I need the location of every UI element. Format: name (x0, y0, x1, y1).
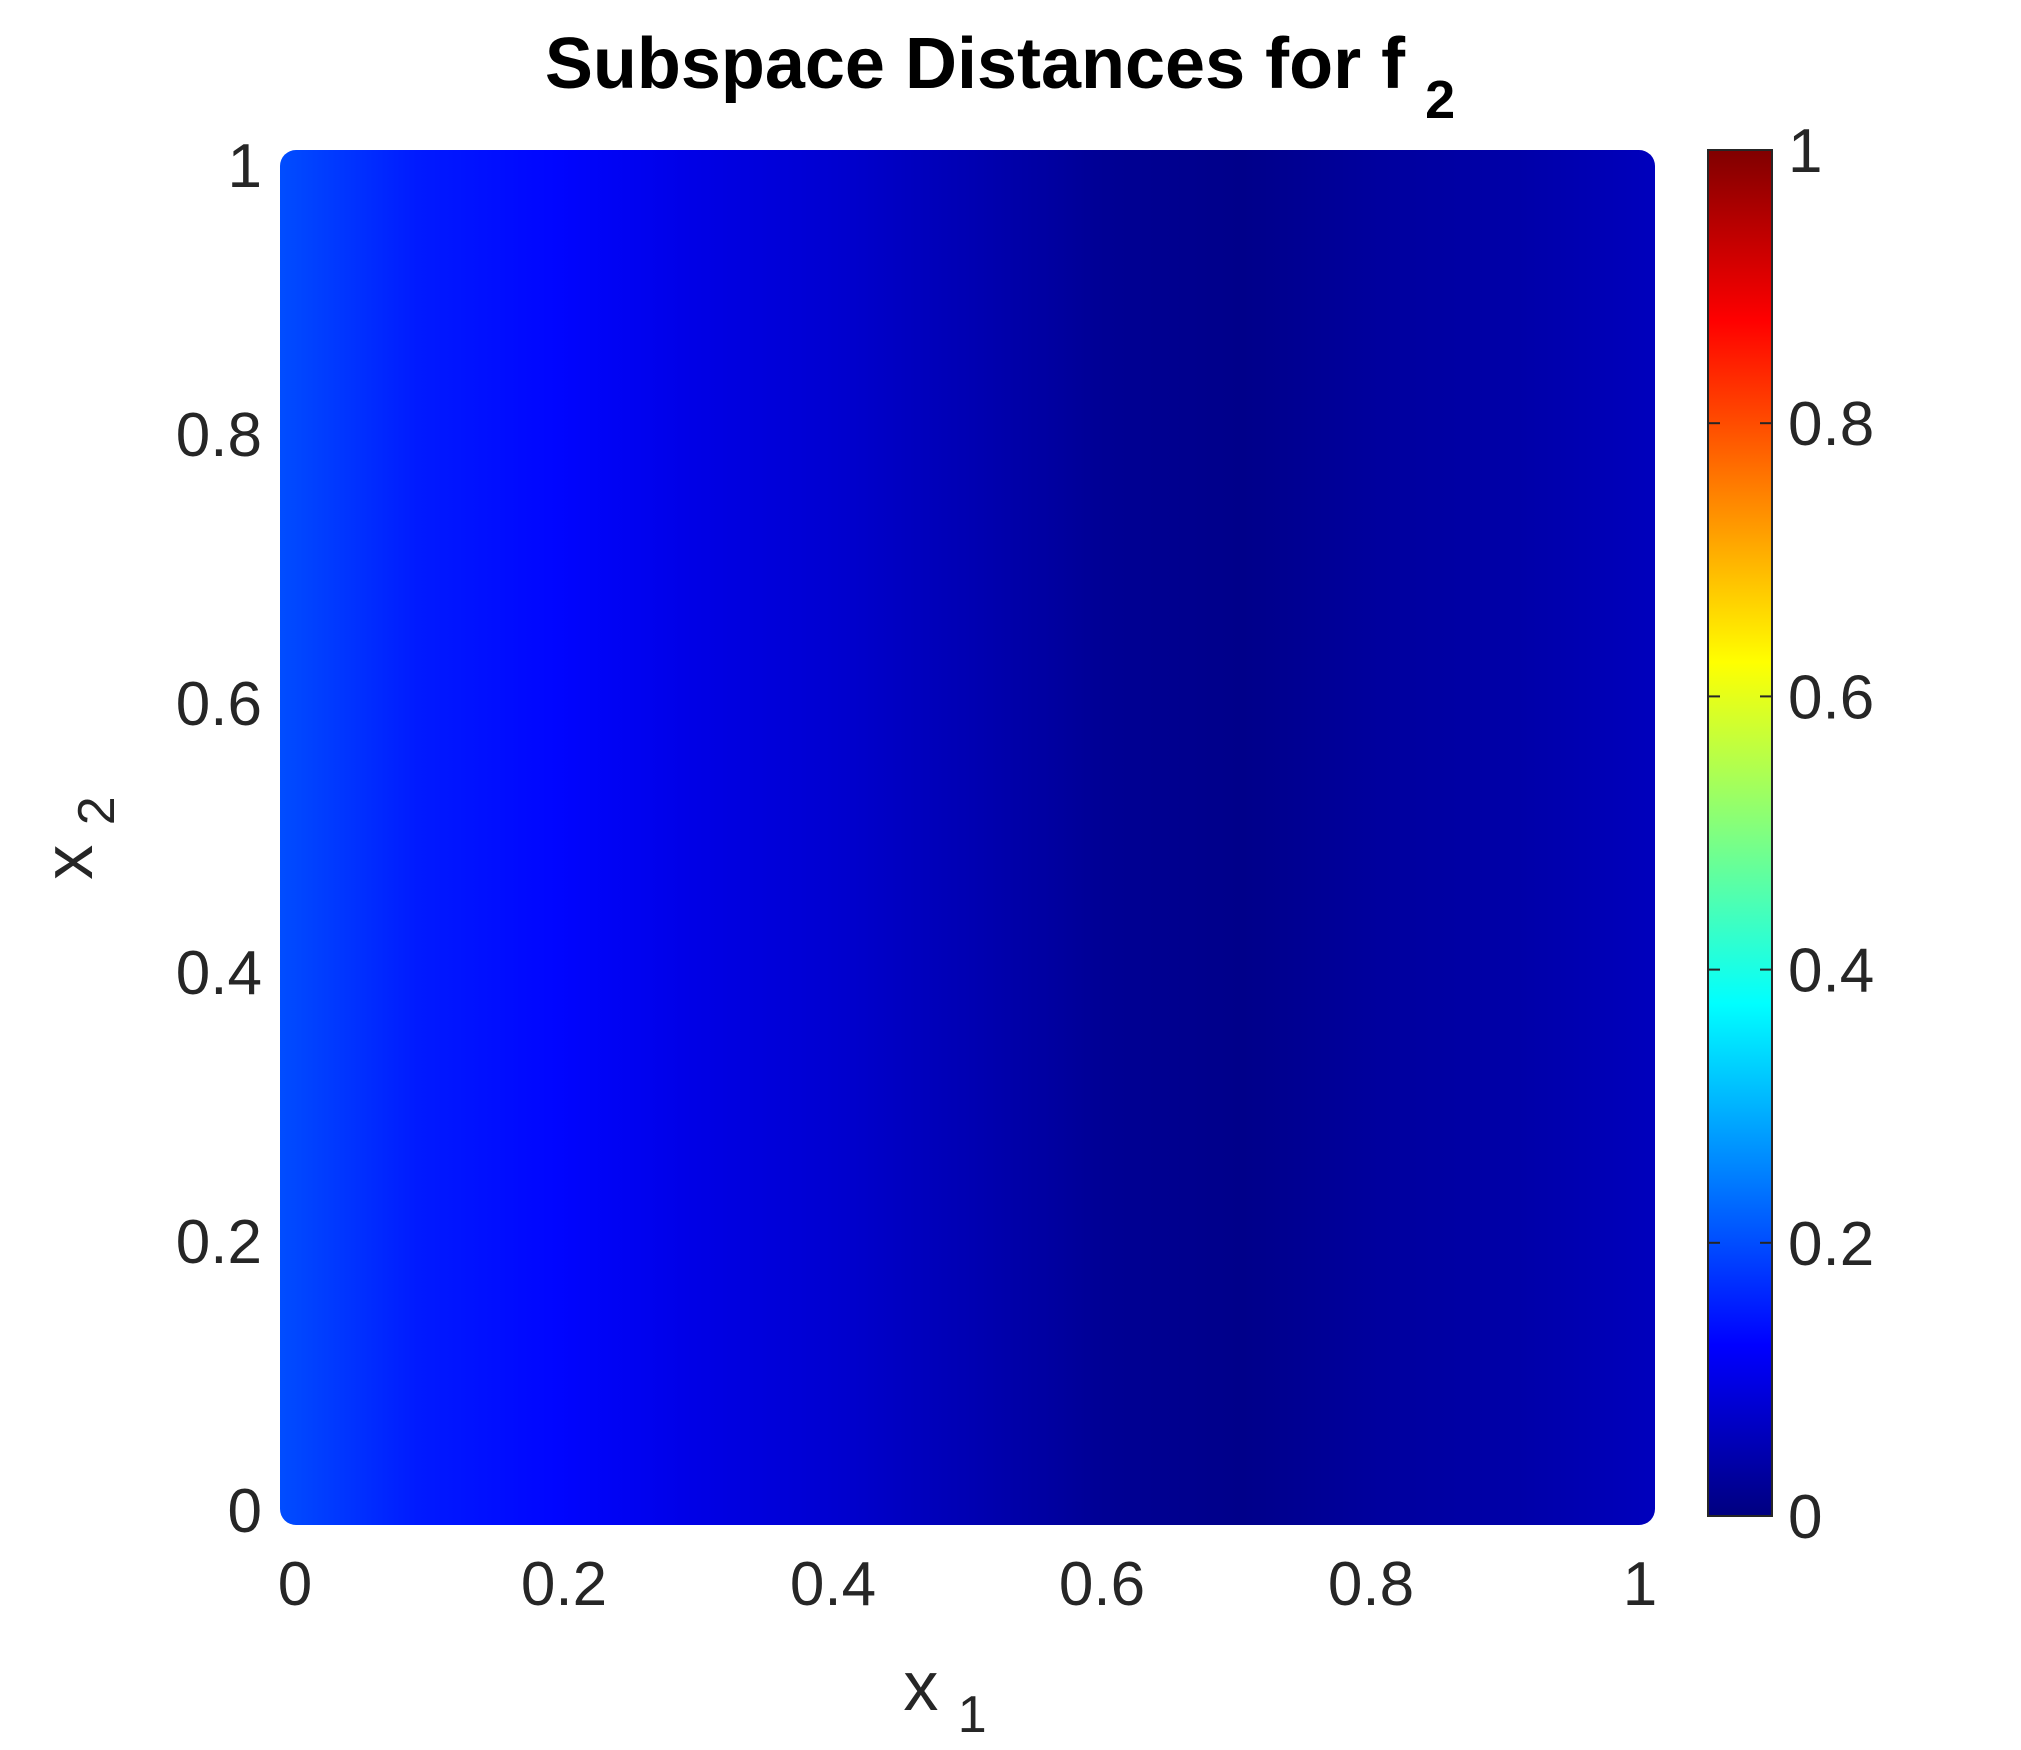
x-tick-label: 0.6 (1059, 1550, 1145, 1619)
chart-title-subscript: 2 (1425, 70, 1455, 130)
y-axis-label-text: x (29, 845, 107, 880)
x-tick-label: 0 (278, 1550, 312, 1619)
colorbar-tick-label: 0 (1788, 1483, 1822, 1552)
y-tick-label: 0.6 (176, 670, 262, 739)
heatmap-surface (280, 150, 1655, 1525)
chart-title: Subspace Distances for f 2 (545, 24, 1455, 130)
y-axis-ticks: 0 0.2 0.4 0.6 0.8 1 (176, 132, 262, 1546)
x-axis-ticks: 0 0.2 0.4 0.6 0.8 1 (278, 1550, 1657, 1619)
y-tick-label: 0.2 (176, 1208, 262, 1277)
x-axis-label: x 1 (903, 1647, 986, 1744)
colorbar-tick-label: 0.8 (1788, 390, 1874, 459)
colorbar-tick-label: 0.6 (1788, 663, 1874, 732)
colorbar-tick-label: 1 (1788, 117, 1822, 186)
plot-area: 0 0.2 0.4 0.6 0.8 1 0 0.2 0.4 0.6 0.8 1 (176, 132, 1657, 1619)
x-tick-label: 0.2 (521, 1550, 607, 1619)
x-axis-label-text: x (903, 1647, 938, 1725)
y-tick-label: 0.4 (176, 939, 262, 1008)
x-tick-label: 0.4 (790, 1550, 876, 1619)
colorbar: 0 0.2 0.4 0.6 0.8 1 (1707, 117, 1874, 1552)
colorbar-ticks: 0 0.2 0.4 0.6 0.8 1 (1708, 117, 1874, 1552)
x-tick-label: 0.8 (1328, 1550, 1414, 1619)
colorbar-gradient (1707, 149, 1773, 1517)
x-axis-label-subscript: 1 (958, 1686, 987, 1744)
colorbar-tick-label: 0.4 (1788, 937, 1874, 1006)
y-axis-label: x 2 (29, 796, 126, 879)
x-tick-label: 1 (1623, 1550, 1657, 1619)
chart-title-text: Subspace Distances for f (545, 24, 1406, 104)
y-axis-label-subscript: 2 (68, 796, 126, 825)
colorbar-tick-label: 0.2 (1788, 1210, 1874, 1279)
y-tick-label: 1 (228, 132, 262, 201)
y-tick-label: 0.8 (176, 401, 262, 470)
y-tick-label: 0 (228, 1477, 262, 1546)
